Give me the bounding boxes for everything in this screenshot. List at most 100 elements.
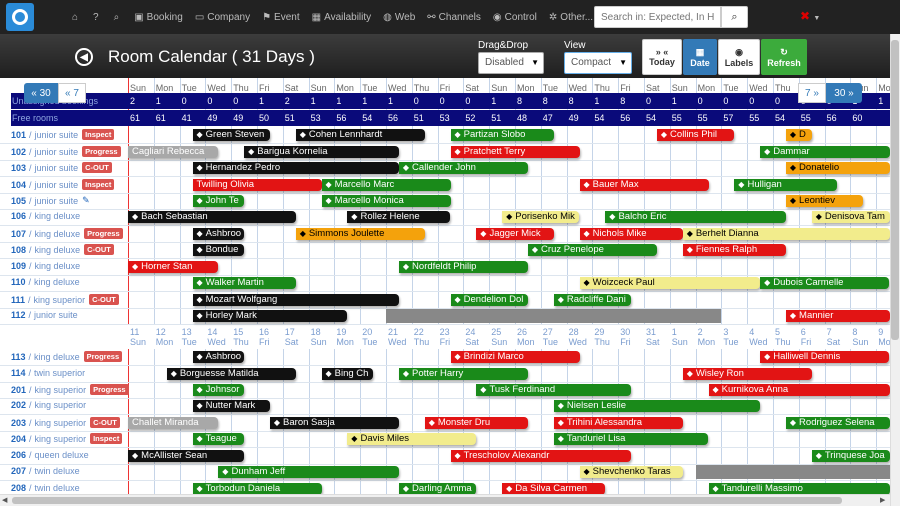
unassigned-count[interactable]: 0 xyxy=(181,96,187,106)
unassigned-count[interactable]: 1 xyxy=(594,96,600,106)
booking-bar[interactable]: ◆ Pratchett Terry xyxy=(450,146,580,158)
booking-bar[interactable]: ◆ Johnsor xyxy=(192,384,245,396)
booking-bar[interactable]: ◆ Barigua Kornelia xyxy=(244,146,399,158)
booking-bar[interactable]: ◆ Nielsen Leslie xyxy=(553,400,761,412)
booking-bar[interactable]: ◆ Marcello Monica xyxy=(321,195,451,207)
room-row-label-110[interactable]: 110/king deluxe xyxy=(11,277,80,287)
room-row-label-114[interactable]: 114/twin superior xyxy=(11,368,85,378)
room-number[interactable]: 203 xyxy=(11,417,27,428)
booking-bar[interactable]: ◆ Cohen Lennhardt xyxy=(295,129,425,141)
booking-bar[interactable]: ◆ Rollez Helene xyxy=(347,211,451,223)
booking-bar[interactable]: ◆ Ashbroo xyxy=(192,228,245,240)
user-menu[interactable]: ✖ ▼ xyxy=(800,9,820,23)
room-number[interactable]: 111 xyxy=(11,294,26,305)
nav-item-help[interactable]: ? xyxy=(93,12,102,23)
booking-bar[interactable]: ◆ Nordfeldt Philip xyxy=(398,261,528,273)
unassigned-count[interactable]: 1 xyxy=(878,96,884,106)
room-row-label-106[interactable]: 106/king deluxe xyxy=(11,211,80,221)
room-row-label-104[interactable]: 104/junior suite Inspect xyxy=(11,179,115,190)
booking-bar[interactable]: ◆ Darling Amma xyxy=(398,483,477,494)
unassigned-count[interactable]: 2 xyxy=(284,96,290,106)
room-row-label-201[interactable]: 201/king superior Progress xyxy=(11,384,129,395)
room-number[interactable]: 107 xyxy=(11,228,27,239)
booking-bar[interactable]: ◆ Dunham Jeff xyxy=(218,466,399,478)
booking-bar[interactable]: ◆ Cruz Penelope xyxy=(527,244,657,256)
booking-bar[interactable]: ◆ Jagger Mick xyxy=(476,228,554,240)
room-row-label-204[interactable]: 204/king superior Inspect xyxy=(11,433,123,444)
unassigned-count[interactable]: 0 xyxy=(723,96,729,106)
view-select[interactable]: Compact ▼ xyxy=(564,52,632,74)
nav-item-control[interactable]: ◉ Control xyxy=(493,12,537,23)
nav-item-channels[interactable]: ⚯ Channels xyxy=(427,12,481,23)
unassigned-count[interactable]: 0 xyxy=(439,96,445,106)
room-row-label-107[interactable]: 107/king deluxe Progress xyxy=(11,228,123,239)
room-row-label-111[interactable]: 111/king superior C-OUT xyxy=(11,294,119,305)
room-row-label-102[interactable]: 102/junior suite Progress xyxy=(11,146,121,157)
booking-bar[interactable]: ◆ Nichols Mike xyxy=(579,228,683,240)
booking-bar[interactable]: ◆ Nutter Mark xyxy=(192,400,270,412)
booking-bar[interactable]: ◆ Bach Sebastian xyxy=(128,211,296,223)
booking-bar[interactable]: ◆ McAllister Sean xyxy=(128,450,245,462)
booking-bar[interactable]: ◆ Horley Mark xyxy=(192,310,348,322)
booking-bar[interactable]: ◆ Hulligan xyxy=(734,179,838,191)
room-number[interactable]: 104 xyxy=(11,179,27,190)
scroll-left-icon[interactable]: ◀ xyxy=(2,497,8,504)
unassigned-count[interactable]: 1 xyxy=(362,96,368,106)
room-number[interactable]: 202 xyxy=(11,400,27,410)
unassigned-count[interactable]: 8 xyxy=(542,96,548,106)
unassigned-count[interactable]: 8 xyxy=(568,96,574,106)
booking-bar[interactable]: ◆ Dammar xyxy=(760,146,890,158)
booking-bar[interactable]: ◆ Denisova Tam xyxy=(811,211,890,223)
forward-7-days-button[interactable]: 7 » xyxy=(798,83,826,103)
room-number[interactable]: 110 xyxy=(11,277,26,287)
booking-bar[interactable]: ◆ Radcliffe Dani xyxy=(553,294,632,306)
unassigned-count[interactable]: 0 xyxy=(233,96,239,106)
unassigned-count[interactable]: 8 xyxy=(620,96,626,106)
unassigned-count[interactable]: 1 xyxy=(259,96,265,106)
room-number[interactable]: 206 xyxy=(11,450,27,460)
booking-bar[interactable]: ◆ Bauer Max xyxy=(579,179,709,191)
room-number[interactable]: 102 xyxy=(11,146,27,157)
booking-bar[interactable]: ◆ Torbodun Daniela xyxy=(192,483,322,494)
search-button[interactable]: ⌕ xyxy=(721,6,748,28)
booking-bar[interactable]: ◆ Green Steven xyxy=(192,129,270,141)
booking-bar[interactable]: ◆ Walker Martin xyxy=(192,277,296,289)
dragdrop-select[interactable]: Disabled ▼ xyxy=(478,52,544,74)
nav-item-availability[interactable]: ▦ Availability xyxy=(312,12,372,23)
booking-bar[interactable]: ◆ Wisley Ron xyxy=(682,368,812,380)
booking-bar[interactable]: ◆ Dendelion Dol xyxy=(450,294,528,306)
booking-bar[interactable]: ◆ Trihini Alessandra xyxy=(553,417,683,429)
room-number[interactable]: 108 xyxy=(11,244,27,255)
search-input[interactable] xyxy=(594,6,721,28)
booking-bar[interactable]: ◆ Berhelt Dianna xyxy=(682,228,890,240)
unassigned-count[interactable]: 0 xyxy=(646,96,652,106)
room-number[interactable]: 113 xyxy=(11,351,26,362)
booking-bar[interactable]: ◆ Dubois Carmelle xyxy=(760,277,890,289)
nav-item-other[interactable]: ✲ Other... xyxy=(549,12,593,23)
unassigned-count[interactable]: 2 xyxy=(130,96,136,106)
horizontal-scroll-thumb[interactable] xyxy=(12,497,842,504)
room-number[interactable]: 201 xyxy=(11,384,27,395)
room-number[interactable]: 114 xyxy=(11,368,26,378)
room-row-label-101[interactable]: 101/junior suite Inspect xyxy=(11,129,115,140)
nav-item-web[interactable]: ◍ Web xyxy=(383,12,415,23)
room-row-label-109[interactable]: 109/king deluxe xyxy=(11,261,80,271)
forward-30-days-button[interactable]: 30 » xyxy=(826,83,862,103)
booking-bar[interactable]: ◆ Tusk Ferdinand xyxy=(476,384,632,396)
booking-bar[interactable]: ◆ Mannier xyxy=(785,310,890,322)
unassigned-count[interactable]: 0 xyxy=(749,96,755,106)
booking-bar[interactable]: ◆ Borguesse Matilda xyxy=(166,368,296,380)
room-number[interactable]: 208 xyxy=(11,483,27,493)
booking-bar[interactable]: ◆ Marcello Marc xyxy=(321,179,451,191)
date-button[interactable]: ▦ Date xyxy=(683,39,717,75)
unassigned-count[interactable]: 1 xyxy=(491,96,497,106)
room-row-label-206[interactable]: 206/queen deluxe xyxy=(11,450,89,460)
booking-bar[interactable]: ◆ Bondue xyxy=(192,244,245,256)
booking-bar[interactable]: ◆ Baron Sasja xyxy=(269,417,399,429)
back-button[interactable]: ◀ xyxy=(75,48,93,66)
nav-item-home[interactable]: ⌂ xyxy=(72,12,81,23)
app-logo[interactable] xyxy=(6,3,34,31)
booking-bar[interactable]: ◆ Callender John xyxy=(398,162,528,174)
booking-bar[interactable]: ◆ Ashbroo xyxy=(192,351,245,363)
back-7-days-button[interactable]: « 7 xyxy=(58,83,86,103)
